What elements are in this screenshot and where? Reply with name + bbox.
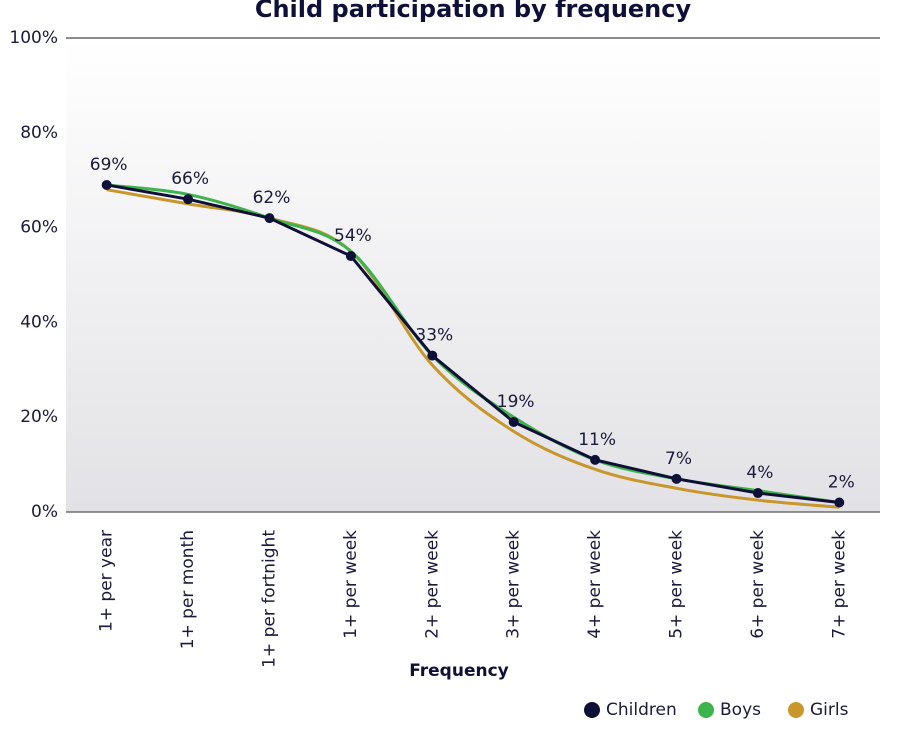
y-tick-label: 100% — [9, 28, 58, 48]
y-tick-label: 0% — [31, 502, 58, 522]
data-label: 54% — [334, 226, 372, 246]
x-tick-label: 1+ per month — [178, 530, 198, 649]
x-tick-label: 2+ per week — [422, 530, 442, 639]
data-point — [264, 213, 275, 224]
x-tick-label: 6+ per week — [748, 530, 768, 639]
data-point — [834, 497, 845, 508]
chart-title: Child participation by frequency — [255, 0, 692, 23]
legend-label: Boys — [720, 700, 761, 720]
y-tick-label: 80% — [20, 123, 58, 143]
legend-marker — [788, 702, 804, 718]
data-point — [590, 454, 601, 465]
data-label: 69% — [90, 155, 128, 175]
data-label: 62% — [253, 188, 291, 208]
data-point — [752, 488, 763, 499]
x-tick-label: 3+ per week — [504, 530, 524, 639]
x-axis-title: Frequency — [409, 661, 509, 681]
data-label: 7% — [665, 449, 692, 469]
legend-label: Children — [606, 700, 677, 720]
legend-label: Girls — [810, 700, 849, 720]
x-tick-label: 7+ per week — [829, 530, 849, 639]
y-tick-label: 60% — [20, 218, 58, 238]
data-point — [183, 194, 194, 205]
data-point — [508, 416, 519, 427]
data-label: 66% — [171, 169, 209, 189]
legend-marker — [584, 702, 600, 718]
data-label: 19% — [497, 392, 535, 412]
data-label: 33% — [415, 326, 453, 346]
data-label: 4% — [746, 463, 773, 483]
data-point — [671, 473, 682, 484]
x-tick-label: 4+ per week — [585, 530, 605, 639]
x-tick-label: 1+ per week — [341, 530, 361, 639]
data-point — [101, 179, 112, 190]
series-line — [106, 183, 840, 505]
data-label: 2% — [828, 473, 855, 493]
y-tick-label: 20% — [20, 407, 58, 427]
legend-marker — [698, 702, 714, 718]
x-tick-label: 1+ per year — [97, 530, 117, 632]
data-point — [427, 350, 438, 361]
plot-background — [66, 38, 880, 512]
y-tick-label: 40% — [20, 312, 58, 332]
data-point — [345, 251, 356, 262]
x-tick-label: 1+ per fortnight — [260, 530, 280, 668]
data-label: 11% — [578, 430, 616, 450]
x-tick-label: 5+ per week — [667, 530, 687, 639]
